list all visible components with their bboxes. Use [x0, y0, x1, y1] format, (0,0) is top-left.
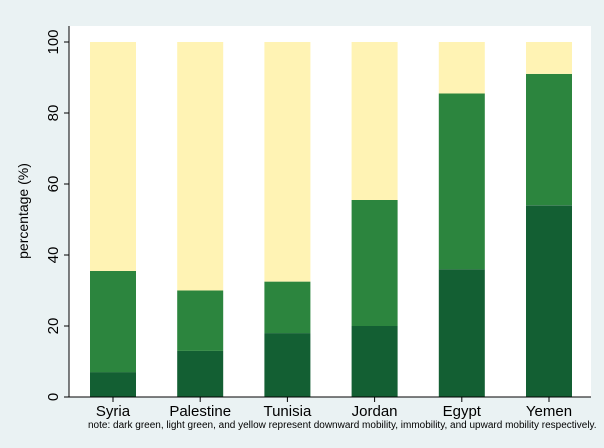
bar-jordan-downward [351, 326, 398, 397]
x-tick-label: Syria [96, 403, 131, 420]
x-tick-label: Tunisia [263, 403, 311, 420]
bar-yemen-downward [526, 205, 572, 397]
x-tick-label: Jordan [352, 403, 398, 420]
bar-palestine-downward [177, 350, 224, 397]
y-tick-label: 0 [45, 393, 62, 401]
y-tick-label: 20 [45, 318, 62, 335]
y-tick-label: 40 [45, 247, 62, 264]
bar-tunisia-upward [264, 42, 311, 282]
bar-tunisia-immobility [264, 281, 311, 334]
y-tick-label: 100 [45, 29, 62, 54]
bar-egypt-downward [438, 269, 485, 397]
chart-note: note: dark green, light green, and yello… [88, 420, 597, 431]
bar-syria-immobility [90, 271, 136, 373]
bar-egypt-immobility [438, 93, 485, 270]
y-ticks-group: 0 20 40 60 80 100 [45, 29, 69, 401]
x-tick-label: Yemen [526, 403, 572, 420]
x-tick-label: Palestine [169, 403, 231, 420]
plot-area [69, 26, 591, 397]
bar-tunisia-downward [264, 333, 311, 397]
bar-yemen-immobility [526, 73, 572, 206]
bar-yemen-upward [526, 42, 572, 74]
bar-egypt-upward [438, 42, 485, 94]
bar-palestine-upward [177, 42, 224, 291]
bar-syria-upward [90, 42, 136, 271]
bar-syria-downward [90, 372, 136, 397]
x-ticks-group: Syria Palestine Tunisia Jordan Egypt Yemen [96, 397, 572, 420]
y-tick-label: 80 [45, 105, 62, 122]
bar-jordan-immobility [351, 200, 398, 326]
bars-group [90, 42, 572, 397]
bar-palestine-immobility [177, 290, 224, 351]
bar-jordan-upward [351, 42, 398, 200]
y-axis-title: percentage (%) [15, 163, 31, 259]
x-tick-label: Egypt [443, 403, 482, 420]
y-tick-label: 60 [45, 176, 62, 193]
